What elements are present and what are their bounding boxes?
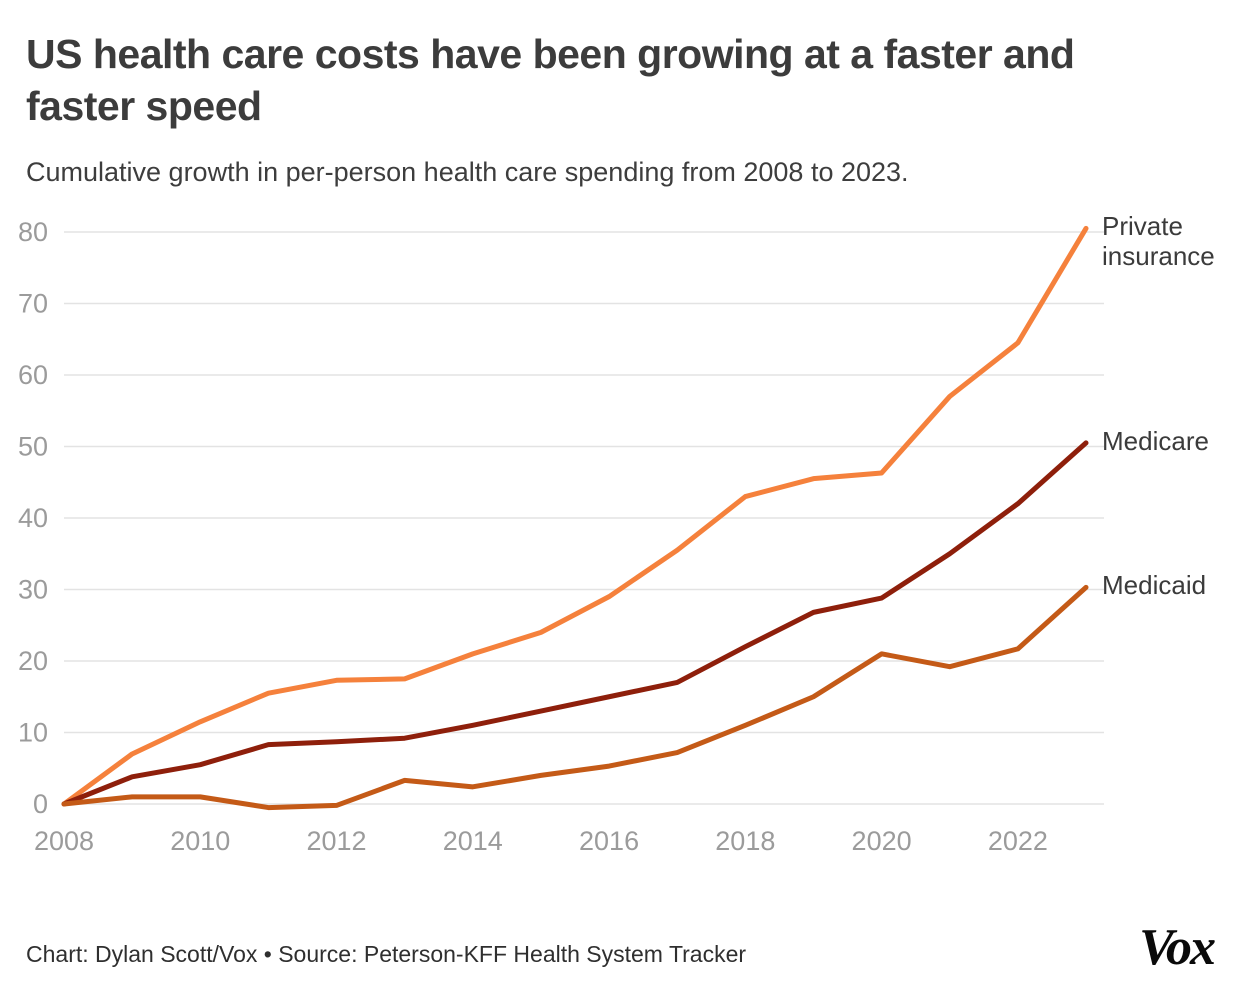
line-medicaid: [61, 584, 1089, 811]
y-axis-tick-label: 20: [18, 646, 48, 676]
x-axis-tick-label: 2022: [988, 826, 1048, 856]
vox-logo: Vox: [1139, 919, 1216, 976]
y-axis-tick-label: 70: [18, 288, 48, 318]
x-axis-tick-label: 2012: [306, 826, 366, 856]
x-axis-tick-label: 2008: [34, 826, 94, 856]
x-axis-tick-label: 2016: [579, 826, 639, 856]
y-axis-tick-label: 50: [18, 431, 48, 461]
y-axis-tick-label: 10: [18, 717, 48, 747]
chart-header: US health care costs have been growing a…: [0, 0, 1240, 188]
line-private-insurance: [61, 225, 1089, 807]
x-axis-tick-label: 2014: [443, 826, 503, 856]
y-axis-tick-label: 80: [18, 217, 48, 247]
x-axis-tick-label: 2010: [170, 826, 230, 856]
x-axis-tick-label: 2020: [852, 826, 912, 856]
series-label-medicare: Medicare: [1102, 425, 1209, 456]
x-axis-tick-label: 2018: [715, 826, 775, 856]
series-label-private-insurance: Private insurance: [1102, 211, 1215, 272]
series-label-medicaid: Medicaid: [1102, 570, 1207, 601]
chart-subtitle: Cumulative growth in per-person health c…: [26, 156, 909, 187]
y-axis-tick-label: 60: [18, 360, 48, 390]
y-axis-tick-label: 30: [18, 574, 48, 604]
chart-footer: Chart: Dylan Scott/Vox • Source: Peterso…: [26, 919, 1216, 976]
line-medicare: [61, 440, 1089, 807]
y-axis-tick-label: 0: [33, 789, 48, 819]
chart: 0 10 20 30 40 50 60 70 80 2008 2010 2012 2014 2016 201…: [0, 192, 1240, 864]
y-axis-tick-label: 40: [18, 503, 48, 533]
chart-canvas: 0 10 20 30 40 50 60 70 80 2008 2010 2012 2014 2016 201…: [18, 217, 1104, 856]
chart-title: US health care costs have been growing a…: [26, 31, 1075, 130]
credit-text: Chart: Dylan Scott/Vox • Source: Peterso…: [26, 941, 747, 967]
